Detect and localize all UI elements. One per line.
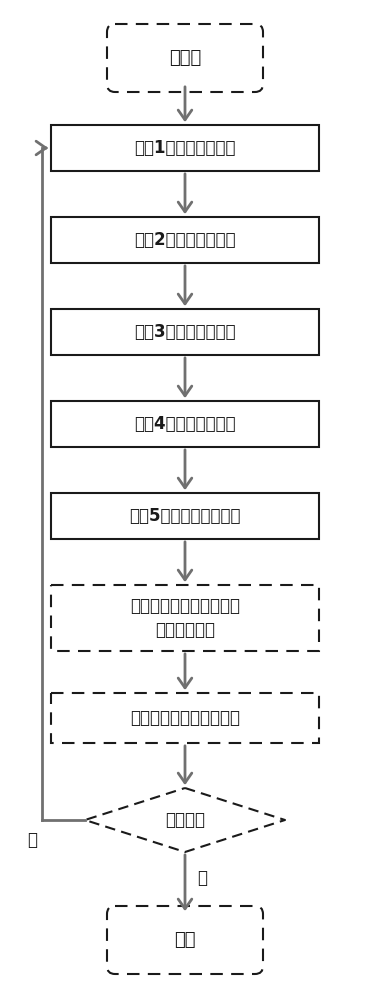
Bar: [51, 401, 319, 447]
Bar: [51, 125, 319, 171]
FancyBboxPatch shape: [107, 906, 263, 974]
Bar: [51, 309, 319, 355]
Text: 步骤2：计算漂移速度: 步骤2：计算漂移速度: [134, 231, 236, 249]
Text: 步骤5：计算相界面密度: 步骤5：计算相界面密度: [129, 507, 241, 525]
Text: 步骤3：计算相间曳力: 步骤3：计算相间曳力: [134, 323, 236, 341]
Text: 判断收敛: 判断收敛: [165, 811, 205, 829]
Text: 否: 否: [27, 831, 37, 849]
Polygon shape: [85, 788, 285, 852]
Text: 步骤4：计算曳力系数: 步骤4：计算曳力系数: [134, 415, 236, 433]
Bar: [51, 585, 319, 651]
Text: 求解三维两流体控制方程: 求解三维两流体控制方程: [130, 709, 240, 727]
Bar: [51, 693, 319, 743]
Text: 是: 是: [197, 869, 207, 887]
Text: 结束: 结束: [174, 931, 196, 949]
Text: 步骤1：判断流动形式: 步骤1：判断流动形式: [134, 139, 236, 157]
Bar: [51, 217, 319, 263]
Text: 初始化: 初始化: [169, 49, 201, 67]
Text: 求解相间质量、动量、能
量和湍流交换: 求解相间质量、动量、能 量和湍流交换: [130, 597, 240, 639]
FancyBboxPatch shape: [107, 24, 263, 92]
Bar: [51, 493, 319, 539]
